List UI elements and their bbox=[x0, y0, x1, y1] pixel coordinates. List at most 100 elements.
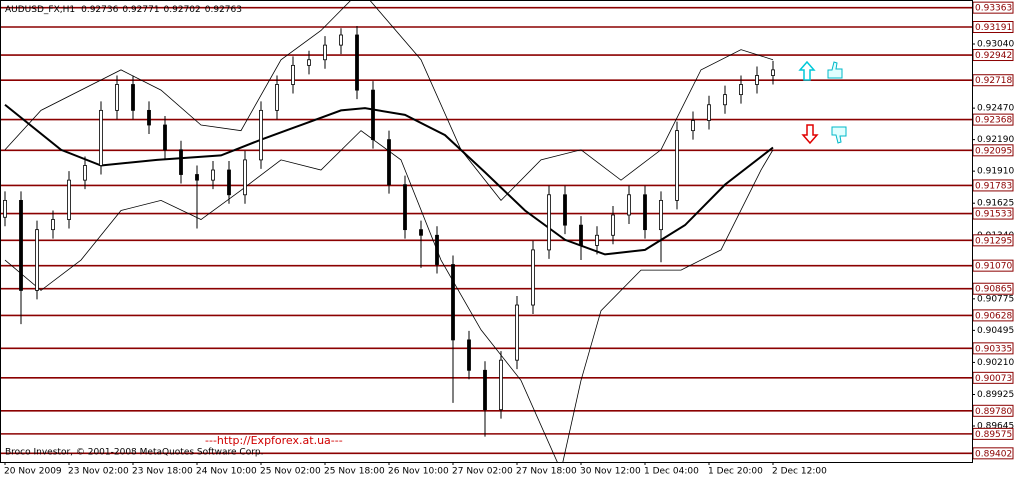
indicators bbox=[4, 0, 774, 462]
level-label: 0.89780 bbox=[975, 407, 1012, 417]
x-tick-label: 2 Dec 12:00 bbox=[772, 467, 827, 477]
x-tick-label: 30 Nov 12:00 bbox=[580, 467, 641, 477]
candle-body bbox=[643, 194, 647, 231]
indicator-line bbox=[4, 103, 774, 256]
x-tick-label: 27 Nov 18:00 bbox=[516, 467, 577, 477]
candle-body bbox=[515, 304, 519, 361]
candle-body bbox=[723, 94, 727, 106]
candle-body bbox=[51, 219, 55, 231]
watermark: ---http://Expforex.at.ua--- bbox=[205, 434, 343, 447]
candle-body bbox=[227, 169, 231, 196]
y-tick-label: 0.89645 bbox=[977, 421, 1014, 431]
candle-body bbox=[547, 194, 551, 251]
candle-body bbox=[499, 359, 503, 411]
candle-body bbox=[531, 249, 535, 306]
candle-body bbox=[675, 130, 679, 201]
level-label: 0.89575 bbox=[975, 430, 1012, 440]
header: AUDUSD_FX,H1 0.92736 0.92771 0.92702 0.92763 bbox=[5, 5, 242, 15]
candle-body bbox=[595, 234, 599, 246]
candle-body bbox=[275, 84, 279, 111]
level-label: 0.91783 bbox=[975, 181, 1012, 191]
candle-body bbox=[211, 169, 215, 181]
y-tick-label: 0.90495 bbox=[977, 326, 1014, 336]
candle-body bbox=[83, 165, 87, 181]
level-label: 0.90073 bbox=[975, 374, 1012, 384]
level-label: 0.90865 bbox=[975, 285, 1012, 295]
symbol: AUDUSD_FX,H1 bbox=[5, 5, 75, 15]
candle-body bbox=[243, 159, 247, 196]
level-label: 0.93191 bbox=[975, 23, 1012, 33]
level-label: 0.92718 bbox=[975, 76, 1012, 86]
candle-body bbox=[99, 109, 103, 166]
x-tick-label: 1 Dec 04:00 bbox=[644, 467, 699, 477]
candle-body bbox=[691, 120, 695, 132]
level-label: 0.91533 bbox=[975, 210, 1012, 220]
candle-body bbox=[323, 44, 327, 61]
level-label: 0.92095 bbox=[975, 146, 1012, 156]
candle-body bbox=[339, 34, 343, 46]
y-tick-label: 0.92190 bbox=[977, 135, 1014, 145]
ohlc: 0.92763 bbox=[205, 5, 242, 15]
candle-body bbox=[483, 369, 487, 411]
candle-body bbox=[611, 214, 615, 236]
ohlc: 0.92702 bbox=[164, 5, 201, 15]
x-tick-label: 23 Nov 18:00 bbox=[132, 467, 193, 477]
candle-body bbox=[3, 199, 7, 218]
x-tick-label: 27 Nov 02:00 bbox=[452, 467, 513, 477]
y-tick-label: 0.91910 bbox=[977, 167, 1014, 177]
y-tick-label: 0.90775 bbox=[977, 294, 1014, 304]
x-tick-label: 1 Dec 20:00 bbox=[708, 467, 763, 477]
candle-body bbox=[403, 184, 407, 231]
plot-frame bbox=[0, 0, 973, 463]
x-tick-label: 20 Nov 2009 bbox=[4, 467, 62, 477]
candle-body bbox=[19, 199, 23, 291]
ohlc: 0.92736 bbox=[81, 5, 118, 15]
level-label: 0.91295 bbox=[975, 236, 1012, 246]
candle-body bbox=[739, 84, 743, 96]
candle-body bbox=[563, 194, 567, 226]
candle-body bbox=[259, 109, 263, 161]
candle-body bbox=[627, 194, 631, 216]
candle-body bbox=[355, 34, 359, 91]
y-tick-label: 0.89925 bbox=[977, 390, 1014, 400]
candle-body bbox=[195, 174, 199, 181]
level-label: 0.92942 bbox=[975, 51, 1012, 61]
candle-body bbox=[659, 199, 663, 231]
indicator-line bbox=[4, 130, 774, 462]
candle-body bbox=[179, 149, 183, 175]
candle-body bbox=[435, 234, 439, 265]
candle-body bbox=[755, 75, 759, 85]
x-tick-label: 23 Nov 02:00 bbox=[68, 467, 129, 477]
candle-body bbox=[67, 179, 71, 220]
candle-body bbox=[115, 84, 119, 111]
indicator-line bbox=[4, 0, 774, 201]
candle-body bbox=[419, 229, 423, 236]
level-label: 0.90628 bbox=[975, 311, 1012, 321]
candle-body bbox=[291, 64, 295, 85]
level-label: 0.89402 bbox=[975, 449, 1012, 459]
candles bbox=[3, 25, 775, 437]
x-tick-label: 25 Nov 02:00 bbox=[260, 467, 321, 477]
candle-body bbox=[163, 124, 167, 151]
signal-up bbox=[798, 60, 843, 81]
level-label: 0.93363 bbox=[975, 4, 1012, 14]
x-tick-label: 24 Nov 10:00 bbox=[196, 467, 257, 477]
candle-body bbox=[387, 139, 391, 186]
candle-body bbox=[131, 84, 135, 111]
y-tick-label: 0.93040 bbox=[977, 39, 1014, 49]
ohlc: 0.92771 bbox=[122, 5, 159, 15]
candle-body bbox=[147, 109, 151, 126]
candle-body bbox=[371, 89, 375, 141]
candle-body bbox=[579, 224, 583, 246]
candle-body bbox=[307, 59, 311, 66]
y-tick-label: 0.91625 bbox=[977, 199, 1014, 209]
x-tick-label: 25 Nov 18:00 bbox=[324, 467, 385, 477]
candle-body bbox=[707, 104, 711, 121]
level-label: 0.92368 bbox=[975, 116, 1012, 126]
x-tick-label: 26 Nov 10:00 bbox=[388, 467, 449, 477]
y-tick-label: 0.90210 bbox=[977, 358, 1014, 368]
y-tick-label: 0.92470 bbox=[977, 104, 1014, 114]
signal-down bbox=[801, 124, 847, 145]
